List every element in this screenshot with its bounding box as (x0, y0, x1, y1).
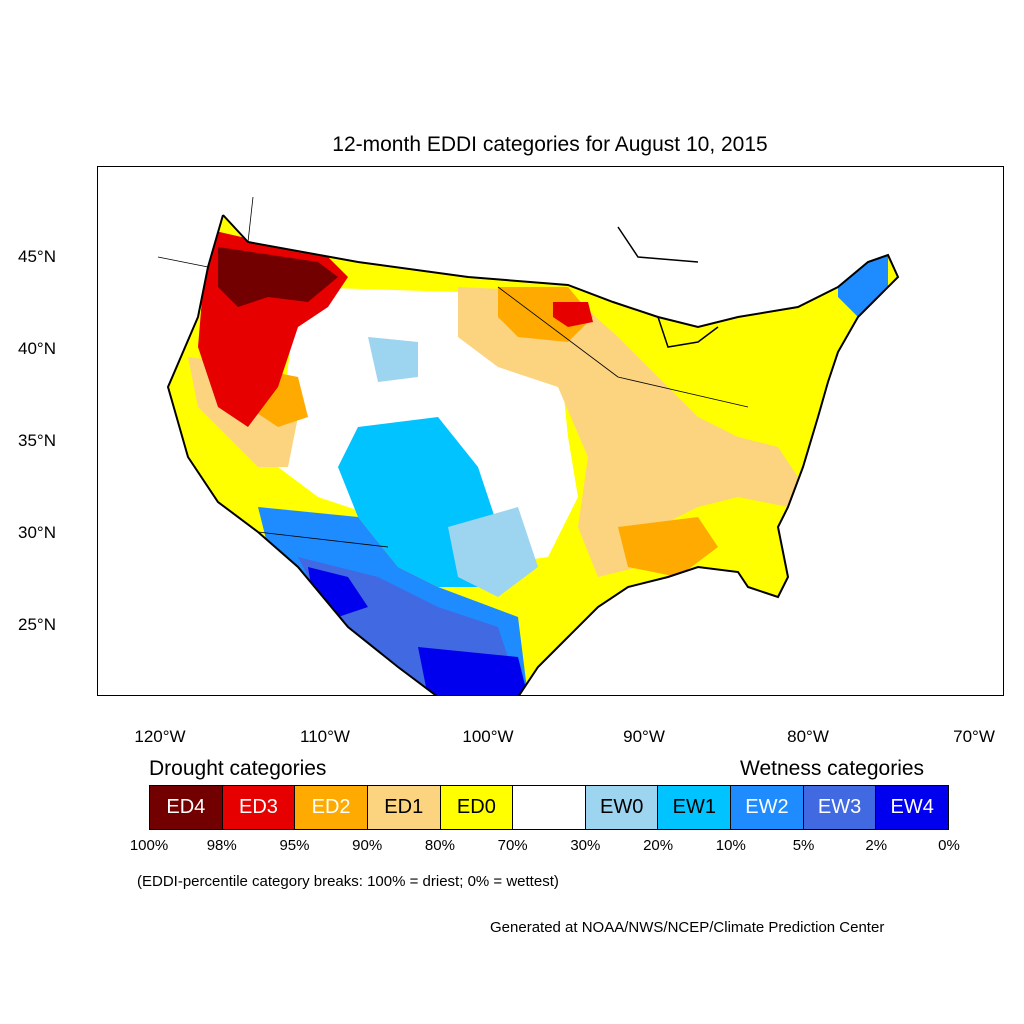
lon-label-80: 80°W (787, 727, 829, 746)
legend-swatch-ed1: ED1 (367, 786, 441, 829)
legend-break-label: 80% (424, 837, 455, 854)
legend-color-bar: ED4 ED3 ED2 ED1 ED0 EW0 EW1 EW2 EW3 EW4 (149, 785, 949, 830)
legend-swatch-ed0: ED0 (440, 786, 514, 829)
legend-break-label: 70% (497, 837, 528, 854)
legend-break-label: 90% (352, 837, 383, 854)
category-note: (EDDI-percentile category breaks: 100% =… (137, 873, 559, 890)
map-title: 12-month EDDI categories for August 10, … (332, 133, 768, 156)
lon-label-100: 100°W (462, 727, 514, 746)
legend-break-label: 0% (938, 837, 960, 854)
drought-heading: Drought categories (149, 757, 327, 780)
legend-break-label: 5% (792, 837, 815, 854)
lat-label-45: 45°N (18, 247, 56, 266)
lon-label-90: 90°W (623, 727, 665, 746)
legend-swatch-ed3: ED3 (222, 786, 296, 829)
legend-swatch-ed2: ED2 (295, 786, 368, 829)
legend-swatch-none (513, 786, 586, 829)
legend-break-label: 95% (279, 837, 310, 854)
legend-swatch-ew3: EW3 (803, 786, 877, 829)
legend-break-label: 2% (865, 837, 888, 854)
eddi-map (98, 167, 1003, 695)
legend-break-label: 98% (206, 837, 237, 854)
legend-break-label: 30% (570, 837, 601, 854)
legend-swatch-ew1: EW1 (658, 786, 732, 829)
legend-break-label: 10% (715, 837, 746, 854)
lon-label-120: 120°W (134, 727, 186, 746)
legend-break-label: 100% (129, 837, 169, 854)
lon-label-70: 70°W (953, 727, 995, 746)
map-panel (97, 166, 1004, 696)
lat-label-30: 30°N (18, 523, 56, 542)
legend-swatch-ew0: EW0 (585, 786, 659, 829)
lat-label-40: 40°N (18, 339, 56, 358)
legend-break-label: 20% (643, 837, 674, 854)
legend-swatch-ew4: EW4 (876, 786, 949, 829)
lat-label-25: 25°N (18, 615, 56, 634)
legend-swatch-ew2: EW2 (731, 786, 804, 829)
legend-swatch-ed4: ED4 (150, 786, 223, 829)
credit-line: Generated at NOAA/NWS/NCEP/Climate Predi… (490, 919, 885, 936)
lon-label-110: 110°W (300, 727, 350, 746)
lat-label-35: 35°N (18, 431, 56, 450)
wetness-heading: Wetness categories (740, 757, 925, 780)
